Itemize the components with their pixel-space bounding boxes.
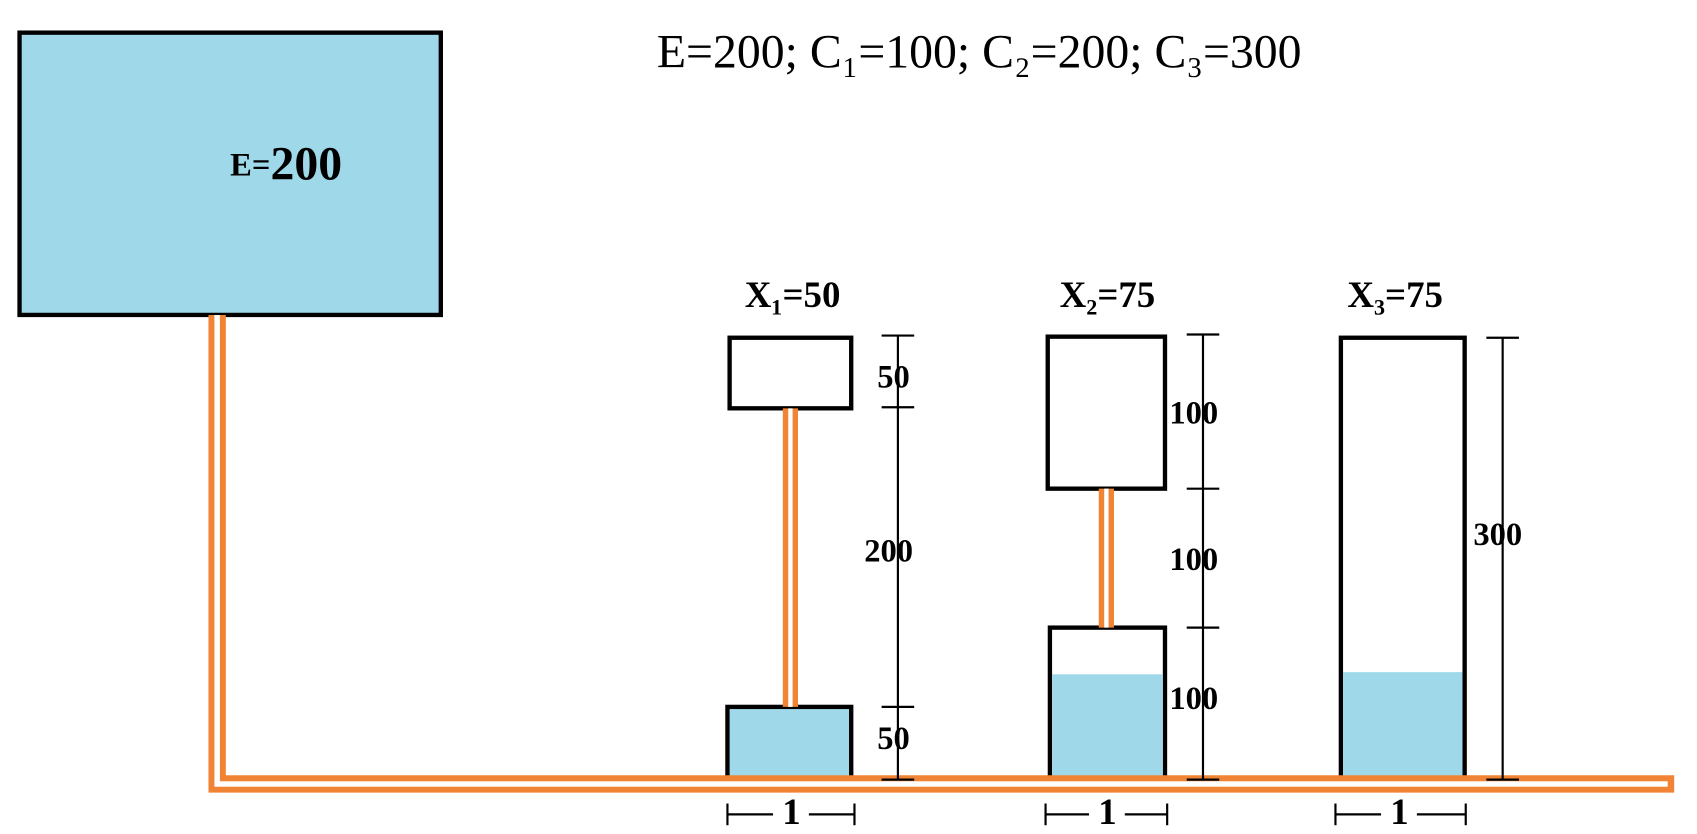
dimension-label: 100: [1169, 681, 1218, 717]
width-label: 1: [1390, 791, 1408, 832]
width-label: 1: [782, 791, 800, 832]
width-dimensions: [726, 803, 1467, 826]
vessel-bottom: [725, 704, 854, 787]
vessel-label: X₁=50: [745, 274, 841, 315]
tank-prefix: E=: [230, 148, 270, 184]
dimension-label: 300: [1473, 517, 1522, 553]
tank-label: E=200: [230, 137, 342, 190]
dimension-label: 100: [1169, 395, 1218, 431]
vessel-top: [1045, 334, 1168, 491]
dimension-label: 50: [877, 360, 910, 396]
pipe-inner: [214, 314, 1668, 787]
tank-value: 200: [270, 137, 342, 190]
vessel-label: X₃=75: [1347, 274, 1443, 315]
vessel-label: X₂=75: [1060, 274, 1156, 315]
water: [1052, 674, 1163, 782]
dimension-label: 200: [864, 533, 913, 569]
width-label: 1: [1098, 791, 1116, 832]
header: E=200; C₁=100; C₂=200; C₃=300: [657, 26, 1302, 79]
dimension-label: 100: [1169, 542, 1218, 578]
vessel-top: [727, 335, 854, 411]
dimension-label: 50: [877, 721, 910, 757]
dimension-lines: [881, 333, 1519, 781]
tank: [17, 30, 443, 318]
water: [1343, 672, 1463, 782]
pipes: [208, 314, 1675, 793]
